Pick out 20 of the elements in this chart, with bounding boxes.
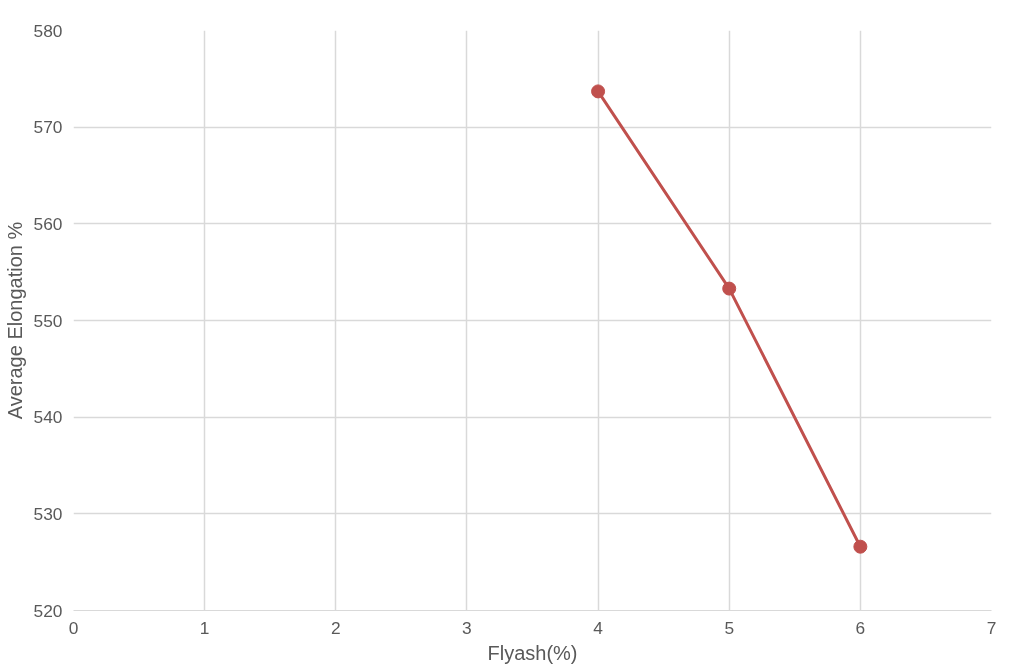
y-tick-label: 560 xyxy=(33,213,63,234)
x-tick-label: 2 xyxy=(330,617,341,638)
y-tick-label: 520 xyxy=(33,600,63,621)
y-tick-label: 550 xyxy=(33,310,63,331)
x-tick-label: 0 xyxy=(68,617,79,638)
x-tick-label: 4 xyxy=(593,617,604,638)
x-tick-label: 7 xyxy=(986,617,997,638)
x-tick-label: 1 xyxy=(199,617,210,638)
y-tick-label: 570 xyxy=(33,117,63,138)
y-tick-label: 530 xyxy=(33,503,63,524)
y-axis-title: Average Elongation % xyxy=(3,221,26,420)
point xyxy=(853,539,868,554)
x-tick-label: 3 xyxy=(462,617,472,638)
x-tick-label: 5 xyxy=(724,617,735,638)
point xyxy=(591,84,606,99)
y-tick-label: 580 xyxy=(33,20,63,41)
y-tick-label: 540 xyxy=(33,407,63,428)
point xyxy=(722,281,737,296)
x-tick-label: 6 xyxy=(855,617,866,638)
x-axis-title: Flyash(%) xyxy=(487,641,578,664)
